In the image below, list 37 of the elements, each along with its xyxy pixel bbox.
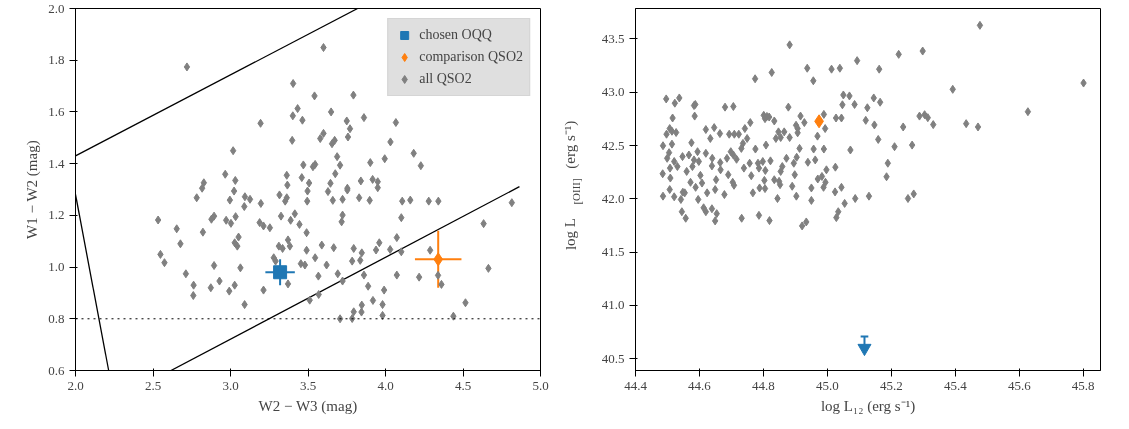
y-tick-label: 1.0: [48, 259, 65, 275]
x-tick-label: 45.6: [1007, 377, 1032, 393]
x-tick-label: 5.0: [532, 377, 549, 393]
legend-label: chosen OQQ: [419, 27, 492, 43]
y-tick-label: 41.5: [601, 244, 625, 260]
y-tick-label: 1.8: [48, 52, 65, 68]
y-tick-label: 43.5: [601, 30, 625, 46]
y-tick-label: 2.0: [48, 0, 65, 16]
x-axis-title: log L₁₂ (erg s⁻¹): [820, 397, 916, 415]
y-tick-label: 43.0: [601, 84, 625, 100]
x-tick-label: 44.8: [752, 377, 775, 393]
x-tick-label: 2.0: [67, 377, 84, 393]
y-tick-label: 1.6: [48, 103, 65, 119]
y-axis-title: W1 − W2 (mag): [24, 140, 42, 239]
y-tick-label: 0.8: [48, 310, 65, 326]
y-tick-label: 1.2: [48, 207, 65, 223]
y-tick-label: 41.0: [601, 297, 625, 313]
x-tick-label: 45.4: [943, 377, 968, 393]
x-tick-label: 2.5: [144, 377, 162, 393]
x-tick-label: 44.6: [688, 377, 712, 393]
y-tick-label: 42.5: [601, 137, 625, 153]
y-axis-title: log L[OIII] (erg s⁻¹): [562, 120, 583, 251]
x-axis-title: W2 − W3 (mag): [258, 397, 358, 415]
x-tick-label: 4.5: [454, 377, 472, 393]
y-tick-label: 42.0: [601, 190, 625, 206]
y-tick-label: 40.5: [601, 350, 625, 366]
x-tick-label: 4.0: [377, 377, 394, 393]
legend-label: comparison QSO2: [419, 49, 523, 65]
y-tick-label: 1.4: [48, 155, 65, 171]
legend-label: all QSO2: [419, 71, 472, 87]
x-tick-label: 44.4: [624, 377, 648, 393]
x-tick-label: 3.5: [299, 377, 317, 393]
x-tick-label: 3.0: [222, 377, 239, 393]
y-tick-label: 0.6: [48, 362, 65, 378]
x-tick-label: 45.0: [816, 377, 839, 393]
x-tick-label: 45.2: [879, 377, 903, 393]
x-tick-label: 45.8: [1071, 377, 1095, 393]
